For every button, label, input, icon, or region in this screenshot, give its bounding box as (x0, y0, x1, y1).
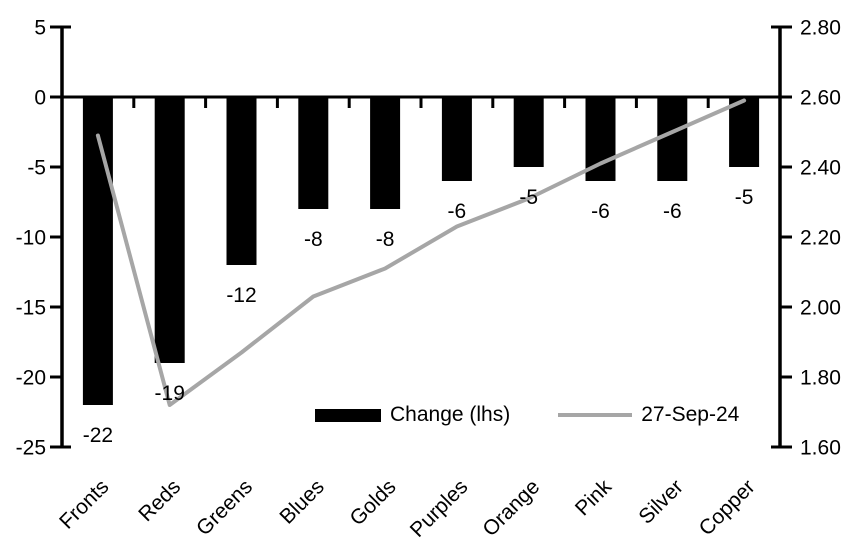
line-series-27-sep-24 (95, 98, 747, 407)
left-axis-tick-label: -5 (27, 157, 46, 180)
right-axis-tick-label: 2.40 (800, 157, 841, 180)
left-axis-tick-label: 5 (34, 17, 46, 40)
left-axis-tick-label: -10 (16, 227, 46, 250)
category-label-silver: Silver (634, 475, 687, 528)
bar-blues (298, 97, 329, 209)
bar-data-label-pink: -6 (591, 200, 610, 223)
bar-data-label-blues: -8 (304, 228, 323, 251)
right-axis-tick-label: 1.60 (800, 437, 841, 460)
left-axis-tick-label: -25 (16, 437, 46, 460)
category-label-greens: Greens (192, 475, 257, 540)
category-label-fronts: Fronts (55, 475, 113, 533)
bar-data-label-copper: -5 (735, 186, 754, 209)
bar-data-label-silver: -6 (663, 200, 682, 223)
legend: Change (lhs) 27-Sep-24 (315, 401, 739, 429)
bar-orange (513, 97, 544, 167)
category-label-reds: Reds (134, 475, 185, 526)
bar-fronts (82, 97, 113, 405)
left-axis-tick-label: -15 (16, 297, 46, 320)
bar-purples (441, 97, 472, 181)
right-axis-tick-label: 1.80 (800, 367, 841, 390)
bar-data-label-golds: -8 (376, 228, 395, 251)
bar-silver (657, 97, 688, 181)
bar-reds (154, 97, 185, 363)
category-label-pink: Pink (571, 475, 617, 521)
right-axis-tick-label: 2.00 (800, 297, 841, 320)
right-axis-tick-label: 2.80 (800, 17, 841, 40)
bar-data-label-reds: -19 (155, 382, 185, 405)
legend-line-swatch (558, 413, 633, 417)
bar-greens (226, 97, 257, 265)
category-label-orange: Orange (478, 475, 544, 541)
left-axis-tick-label: 0 (34, 87, 46, 110)
right-axis-tick-label: 2.60 (800, 87, 841, 110)
bar-data-label-orange: -5 (519, 186, 538, 209)
legend-label-date: 27-Sep-24 (641, 403, 740, 426)
category-label-purples: Purples (406, 475, 473, 542)
bar-data-label-purples: -6 (448, 200, 467, 223)
category-label-golds: Golds (346, 475, 401, 530)
bar-copper (729, 97, 760, 167)
category-label-blues: Blues (275, 475, 328, 528)
category-label-copper: Copper (695, 475, 760, 540)
bar-golds (370, 97, 401, 209)
legend-label-change: Change (lhs) (390, 403, 511, 426)
bar-data-label-greens: -12 (226, 284, 256, 307)
left-axis-tick-label: -20 (16, 367, 46, 390)
bar-data-label-fronts: -22 (83, 424, 113, 447)
right-axis-tick-label: 2.20 (800, 227, 841, 250)
legend-bar-swatch (315, 408, 381, 422)
